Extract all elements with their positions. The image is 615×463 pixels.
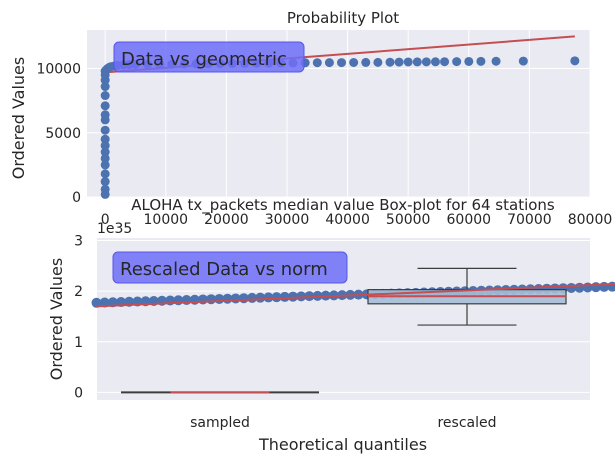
top-data-point xyxy=(464,56,474,66)
top-data-point xyxy=(373,57,383,67)
top-data-point xyxy=(440,57,450,67)
bottom-panel: 0 1 2 3 sampled rescaled ALOHA tx_packets me… xyxy=(47,196,615,454)
top-data-point xyxy=(337,58,347,68)
top-data-point xyxy=(100,110,110,120)
top-data-point xyxy=(476,56,486,66)
bottom-y-tick-labels: 0 1 2 3 xyxy=(74,234,83,402)
top-y-tick-label: 10000 xyxy=(36,62,81,78)
bottom-y-tick-label: 2 xyxy=(74,284,83,300)
top-x-tick-labels: 0 10000 20000 30000 40000 50000 60000 70000 8000… xyxy=(101,212,613,228)
bottom-y-tick-label: 1 xyxy=(74,335,83,351)
top-x-tick-label: 10000 xyxy=(144,212,189,228)
top-data-point xyxy=(324,58,334,68)
top-data-point xyxy=(361,57,371,67)
top-data-point xyxy=(421,57,431,67)
top-data-point xyxy=(430,57,440,67)
top-data-point xyxy=(412,57,422,67)
top-data-point xyxy=(570,56,580,66)
top-x-tick-label: 30000 xyxy=(265,212,310,228)
top-x-tick-label: 80000 xyxy=(568,212,613,228)
top-data-point xyxy=(491,56,501,66)
top-data-point xyxy=(100,184,110,194)
top-x-tick-label: 20000 xyxy=(204,212,249,228)
bottom-annotation: Rescaled Data vs norm xyxy=(112,251,348,284)
top-y-tick-label: 5000 xyxy=(45,126,81,142)
top-data-point xyxy=(100,169,110,179)
top-x-tick-label: 60000 xyxy=(447,212,492,228)
top-data-point xyxy=(100,141,110,151)
bottom-x-axis-label: Theoretical quantiles xyxy=(258,435,427,454)
bottom-category-label: rescaled xyxy=(437,415,496,431)
top-y-axis-label: Ordered Values xyxy=(9,57,28,179)
top-annotation-box xyxy=(113,41,305,73)
top-data-point xyxy=(100,153,110,163)
top-data-point xyxy=(394,57,404,67)
bottom-fit-line-group xyxy=(96,283,615,308)
bottom-y-tick-label: 3 xyxy=(74,234,83,250)
top-data-point xyxy=(100,91,110,101)
top-x-tick-label: 50000 xyxy=(386,212,431,228)
top-data-point xyxy=(100,82,110,92)
bottom-offset-label: 1e35 xyxy=(97,221,132,237)
bottom-x-category-labels: sampled rescaled xyxy=(190,415,496,431)
top-data-point xyxy=(100,177,110,187)
top-x-tick-label: 40000 xyxy=(325,212,370,228)
bottom-y-tick-label: 0 xyxy=(74,385,83,401)
bottom-qq-point xyxy=(287,291,298,302)
bottom-y-axis-label: Ordered Values xyxy=(47,258,66,380)
bottom-qq-point xyxy=(296,291,307,302)
top-data-point xyxy=(452,57,462,67)
bottom-qq-point xyxy=(304,291,315,302)
top-data-point xyxy=(385,57,395,67)
top-data-point xyxy=(403,57,413,67)
bottom-category-label: sampled xyxy=(190,415,250,431)
top-annotation: Data vs geometric xyxy=(113,41,305,73)
top-data-point xyxy=(349,58,359,68)
bottom-qq-point xyxy=(279,291,290,302)
top-data-point xyxy=(100,125,110,135)
top-data-point xyxy=(100,147,110,157)
bottom-fit-line xyxy=(96,283,615,308)
bottom-annotation-box xyxy=(112,251,348,284)
top-data-point xyxy=(100,134,110,144)
top-data-point xyxy=(518,56,528,66)
top-title: Probability Plot xyxy=(287,9,399,27)
top-panel: 0 5000 10000 0 10000 20000 30000 40000 50000 600… xyxy=(9,9,612,228)
top-data-point xyxy=(100,160,110,170)
top-annotation-text: Data vs geometric xyxy=(121,49,287,70)
top-data-point xyxy=(312,58,322,68)
bottom-annotation-text: Rescaled Data vs norm xyxy=(120,259,328,280)
top-x-tick-label: 70000 xyxy=(507,212,552,228)
top-x-tick-label: 0 xyxy=(101,212,110,228)
bottom-title: ALOHA tx_packets median value Box-plot f… xyxy=(131,196,555,215)
top-data-point xyxy=(100,101,110,111)
top-y-tick-labels: 0 5000 10000 xyxy=(36,62,81,206)
top-y-tick-label: 0 xyxy=(72,190,81,206)
